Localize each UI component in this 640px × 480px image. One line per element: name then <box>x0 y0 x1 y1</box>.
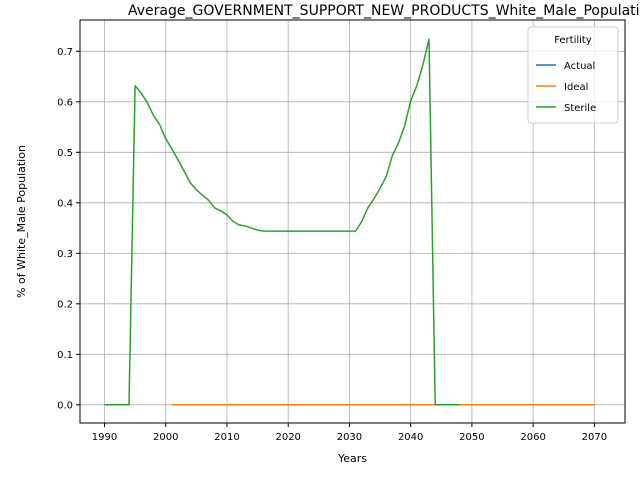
series-lines <box>104 38 595 406</box>
x-tick-label: 2040 <box>398 432 423 443</box>
y-tick-label: 0.4 <box>57 198 73 209</box>
legend-label-ideal: Ideal <box>564 82 588 93</box>
y-tick-label: 0.1 <box>57 350 73 361</box>
plot-frame <box>79 19 626 424</box>
x-axis-label: Years <box>337 452 367 465</box>
legend-box <box>527 26 619 124</box>
x-tick-label: 2030 <box>337 432 362 443</box>
y-ticks: 0.0 0.1 0.2 0.3 0.4 0.5 0.6 0.7 <box>57 47 80 411</box>
y-tick-label: 0.3 <box>57 249 73 260</box>
x-tick-label: 2000 <box>153 432 178 443</box>
y-axis-label: % of White_Male Population <box>15 145 28 298</box>
legend-label-sterile: Sterile <box>564 103 596 114</box>
legend-label-actual: Actual <box>564 61 595 72</box>
x-ticks: 1990 2000 2010 2020 2030 2040 2050 2060 2070 <box>92 423 607 443</box>
y-tick-label: 0.0 <box>57 400 73 411</box>
x-tick-label: 2060 <box>520 432 545 443</box>
series-line-sterile <box>104 38 460 406</box>
y-tick-label: 0.2 <box>57 299 73 310</box>
x-tick-label: 2050 <box>459 432 484 443</box>
chart-title: Average_GOVERNMENT_SUPPORT_NEW_PRODUCTS_… <box>128 3 640 19</box>
y-tick-label: 0.7 <box>57 47 73 58</box>
legend-title: Fertility <box>554 35 592 46</box>
x-tick-label: 2010 <box>214 432 239 443</box>
legend: Fertility Actual Ideal Sterile <box>527 26 619 124</box>
y-tick-label: 0.5 <box>57 148 73 159</box>
x-tick-label: 1990 <box>92 432 117 443</box>
y-tick-label: 0.6 <box>57 97 73 108</box>
x-tick-label: 2020 <box>275 432 300 443</box>
x-tick-label: 2070 <box>582 432 607 443</box>
